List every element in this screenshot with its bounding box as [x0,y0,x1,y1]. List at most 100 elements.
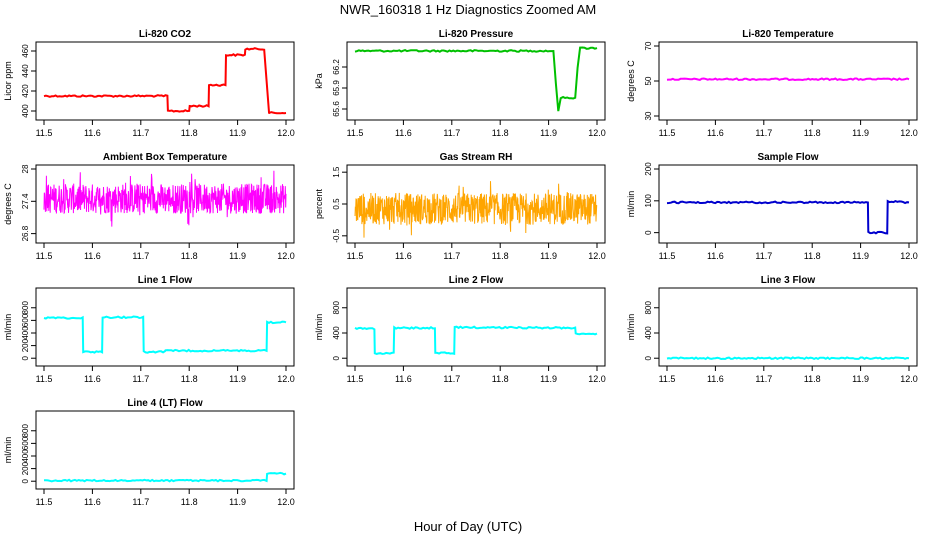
panel-title: Line 1 Flow [138,275,193,286]
x-tick-label: 11.6 [395,251,412,261]
x-tick-label: 12.0 [277,374,295,384]
figure-xlabel: Hour of Day (UTC) [414,519,522,534]
plot-frame [658,41,918,121]
y-tick-label: 0.5 [332,198,341,210]
y-tick-label: 65.9 [332,80,341,96]
panel-8: Line 2 Flow 11.5 11.6 11.7 11.8 11.9 12.0 0 400 8… [314,275,606,384]
y-axis-label: kPa [314,73,324,89]
x-tick-label: 11.7 [443,374,460,384]
y-tick-label: -0.5 [332,228,341,242]
y-tick-label: 0 [21,355,30,360]
series-line [43,170,287,227]
x-tick-label: 12.0 [588,374,606,384]
panel-7: Line 1 Flow 11.5 11.6 11.7 11.8 11.9 12.0 0 2004… [3,275,295,384]
panel-title: Li-820 Pressure [439,29,514,40]
x-tick-label: 11.7 [132,251,149,261]
x-tick-label: 11.5 [36,374,53,384]
plot-frame [658,287,918,367]
y-tick-label: 30 [644,111,653,120]
y-tick-label: 66.2 [332,59,341,75]
x-tick-label: 11.6 [84,128,101,138]
x-tick-label: 11.5 [347,374,364,384]
x-tick-label: 12.0 [900,128,918,138]
x-tick-label: 12.0 [277,251,295,261]
series-line [43,47,287,115]
panel-title: Line 3 Flow [761,275,816,286]
x-tick-label: 11.6 [707,374,724,384]
series-line [43,315,287,354]
x-tick-label: 11.9 [229,497,246,507]
plot-frame [35,41,295,121]
x-tick-label: 11.8 [804,251,821,261]
y-tick-label: 50 [644,76,653,85]
y-tick-label: 800 [21,301,30,315]
panel-4: Ambient Box Temperature 11.5 11.6 11.7 11.8 1… [3,152,295,261]
y-tick-label: 420 [21,84,30,98]
series-line [354,181,598,238]
y-axis-label: ml/min [626,314,636,341]
y-axis-label: degrees C [626,60,636,102]
plot-frame [658,164,918,244]
series-line [354,325,598,356]
series-line [666,356,910,361]
x-tick-label: 11.9 [540,251,557,261]
y-tick-label: 0 [21,478,30,483]
x-tick-label: 11.6 [707,128,724,138]
panel-title: Li-820 Temperature [742,29,834,40]
y-tick-label: 400 [21,449,30,463]
x-tick-label: 12.0 [900,374,918,384]
y-tick-label: 65.6 [332,101,341,117]
x-tick-label: 11.8 [492,251,509,261]
x-tick-label: 11.7 [755,374,772,384]
y-tick-label: 1.5 [332,166,341,178]
x-tick-label: 11.7 [443,251,460,261]
y-tick-label: 0 [644,355,653,360]
y-tick-label: 400 [332,326,341,340]
x-tick-label: 11.5 [36,497,53,507]
x-tick-label: 11.8 [492,128,509,138]
panel-6: Sample Flow 11.5 11.6 11.7 11.8 11.9 12.0 0 100 2… [626,152,918,261]
panel-3: Li-820 Temperature 11.5 11.6 11.7 11.8 11.9 12… [626,29,918,138]
plot-frame [35,410,295,490]
y-tick-label: 0 [644,230,653,235]
x-tick-label: 11.9 [540,128,557,138]
x-tick-label: 11.6 [395,128,412,138]
x-tick-label: 11.5 [659,374,676,384]
x-tick-label: 11.9 [852,374,869,384]
x-tick-label: 11.6 [395,374,412,384]
panel-title: Line 2 Flow [449,275,504,286]
y-tick-label: 0 [332,355,341,360]
y-tick-label: 600 [21,436,30,450]
series-line [666,199,910,235]
x-tick-label: 11.9 [852,128,869,138]
series-line [666,77,910,82]
x-tick-label: 11.9 [229,374,246,384]
y-tick-label: 800 [644,301,653,315]
y-tick-label: 400 [21,104,30,118]
x-tick-label: 12.0 [900,251,918,261]
panel-title: Sample Flow [757,152,818,163]
y-tick-label: 460 [21,44,30,58]
panel-title: Line 4 (LT) Flow [127,398,203,409]
figure-title: NWR_160318 1 Hz Diagnostics Zoomed AM [340,2,597,17]
x-tick-label: 11.8 [181,497,198,507]
y-axis-label: percent [314,188,324,219]
x-tick-label: 11.7 [755,251,772,261]
x-tick-label: 11.7 [132,128,149,138]
x-tick-label: 11.5 [347,128,364,138]
plot-frame [346,287,606,367]
y-axis-label: Licor ppm [3,61,13,101]
x-tick-label: 11.7 [443,128,460,138]
y-tick-label: 27.4 [21,193,30,209]
y-tick-label: 800 [332,301,341,315]
y-tick-label: 200 [644,162,653,176]
x-tick-label: 11.6 [707,251,724,261]
panels: Li-820 CO2 11.5 11.6 11.7 11.8 11.9 12.0 400 420… [3,29,918,507]
y-tick-label: 200 [21,338,30,352]
panel-1: Li-820 CO2 11.5 11.6 11.7 11.8 11.9 12.0 400 420… [3,29,295,138]
y-tick-label: 600 [21,313,30,327]
x-tick-label: 11.8 [181,128,198,138]
x-tick-label: 11.8 [804,374,821,384]
panel-9: Line 3 Flow 11.5 11.6 11.7 11.8 11.9 12.0 0 400 8… [626,275,918,384]
